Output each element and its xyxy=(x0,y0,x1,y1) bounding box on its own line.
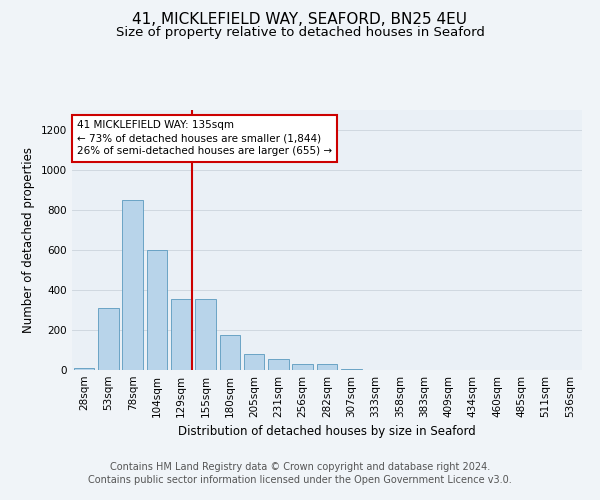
Text: Contains HM Land Registry data © Crown copyright and database right 2024.: Contains HM Land Registry data © Crown c… xyxy=(110,462,490,472)
X-axis label: Distribution of detached houses by size in Seaford: Distribution of detached houses by size … xyxy=(178,426,476,438)
Bar xyxy=(98,308,119,370)
Text: Contains public sector information licensed under the Open Government Licence v3: Contains public sector information licen… xyxy=(88,475,512,485)
Bar xyxy=(341,369,362,370)
Bar xyxy=(292,364,313,370)
Bar xyxy=(268,359,289,370)
Y-axis label: Number of detached properties: Number of detached properties xyxy=(22,147,35,333)
Bar xyxy=(195,299,216,370)
Bar xyxy=(146,250,167,370)
Text: 41, MICKLEFIELD WAY, SEAFORD, BN25 4EU: 41, MICKLEFIELD WAY, SEAFORD, BN25 4EU xyxy=(133,12,467,28)
Bar xyxy=(220,335,240,370)
Bar xyxy=(244,354,265,370)
Text: Size of property relative to detached houses in Seaford: Size of property relative to detached ho… xyxy=(116,26,484,39)
Text: 41 MICKLEFIELD WAY: 135sqm
← 73% of detached houses are smaller (1,844)
26% of s: 41 MICKLEFIELD WAY: 135sqm ← 73% of deta… xyxy=(77,120,332,156)
Bar xyxy=(74,368,94,370)
Bar xyxy=(122,200,143,370)
Bar xyxy=(317,364,337,370)
Bar xyxy=(171,299,191,370)
